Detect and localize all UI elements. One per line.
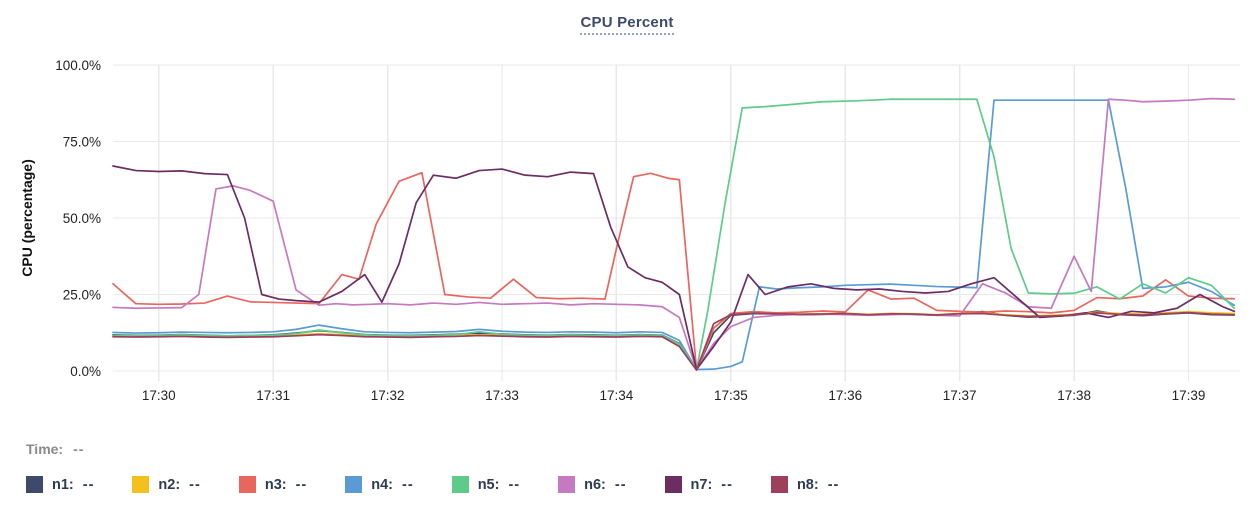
series-line-n3 [112,171,1236,371]
legend-swatch-icon [345,476,363,493]
x-tick-label: 17:36 [828,388,862,403]
series-line-n8 [112,311,1236,371]
legend-entry-n5[interactable]: n5: -- [451,476,521,493]
legend-swatch-icon [558,476,576,493]
chart-title: CPU Percent [0,14,1254,35]
y-tick-label: 0.0% [70,364,101,379]
series-line-n6 [112,97,1236,371]
y-tick-label: 50.0% [63,211,101,226]
y-tick-label: 75.0% [63,135,101,150]
legend-series-value: -- [827,476,840,493]
x-tick-label: 17:30 [142,388,176,403]
chart-title-text: CPU Percent [580,14,674,35]
legend-series-value: -- [721,476,733,493]
legend-series-name: n7: [690,476,713,493]
series-line-n7 [112,165,1236,371]
x-tick-label: 17:34 [600,388,634,403]
legend-series-value: -- [402,476,414,493]
gridlines-vertical [158,65,1190,381]
series-line-n5 [112,98,1236,371]
legend-series-name: n2: [158,476,181,493]
legend-series-row: n1: -- n2: -- n3: -- n4: -- n5: -- n6: -- n7: -- n8: -- [26,476,1226,493]
legend-entry-n8[interactable]: n8: -- [770,476,840,493]
legend-swatch-icon [132,476,150,493]
x-tick-label: 17:31 [256,388,290,403]
chart-legend: Time: -- n1: -- n2: -- n3: -- n4: -- n5: -- n6: -- n… [26,441,1226,493]
y-axis-title: CPU (percentage) [19,159,35,276]
legend-swatch-icon [451,476,469,493]
legend-series-value: -- [189,476,201,493]
x-tick-label: 17:32 [371,388,405,403]
legend-series-name: n4: [371,476,394,493]
x-tick-label: 17:33 [485,388,519,403]
legend-series-value: -- [295,476,308,493]
legend-time-row: Time: -- [26,441,1226,457]
legend-series-name: n3: [264,476,287,493]
y-tick-label: 25.0% [63,288,101,303]
legend-series-value: -- [508,476,521,493]
legend-swatch-icon [770,476,788,493]
y-axis-title-group: CPU (percentage) [19,159,35,276]
x-tick-label: 17:37 [943,388,977,403]
legend-entry-n6[interactable]: n6: -- [558,476,626,493]
legend-time-label: Time: [26,441,64,457]
legend-series-name: n5: [477,476,500,493]
legend-entry-n7[interactable]: n7: -- [664,476,733,493]
legend-entry-n1[interactable]: n1: -- [26,476,94,493]
legend-series-value: -- [614,476,627,493]
chart-plot-area: 0.0%25.0%50.0%75.0%100.0% 17:30 17:31 17:3… [19,58,1240,403]
legend-series-name: n6: [584,476,606,493]
legend-time-value: -- [73,441,85,457]
legend-swatch-icon [238,476,256,493]
legend-series-value: -- [82,476,95,493]
legend-entry-n4[interactable]: n4: -- [345,476,413,493]
gridlines-horizontal [113,64,1240,372]
y-axis-tick-labels: 0.0% 25.0% 50.0% 75.0% 100.0% [55,58,101,379]
legend-entry-n2[interactable]: n2: -- [132,476,200,493]
legend-swatch-icon [664,476,682,493]
legend-entry-n3[interactable]: n3: -- [238,476,308,493]
series-line-n4 [112,99,1236,371]
series-lines [112,97,1236,371]
x-tick-label: 17:38 [1057,388,1091,403]
x-tick-label: 17:35 [714,388,748,403]
x-axis-tick-labels: 17:30 17:31 17:32 17:33 17:34 17:35 17:36 17:37… [142,388,1206,403]
x-tick-label: 17:39 [1172,388,1206,403]
legend-series-name: n1: [52,476,74,493]
legend-series-name: n8: [796,476,819,493]
legend-swatch-icon [26,476,43,493]
y-tick-label: 100.0% [55,58,101,73]
